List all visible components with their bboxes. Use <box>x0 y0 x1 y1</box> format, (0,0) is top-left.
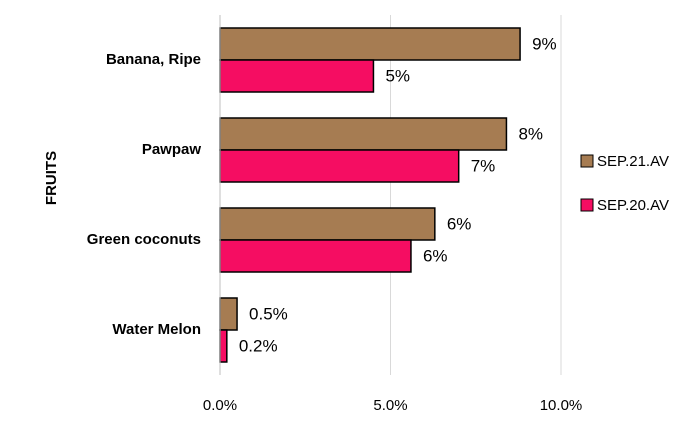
category-label: Green coconuts <box>87 231 201 248</box>
bar-sep-20-av <box>219 239 412 273</box>
data-label: 5% <box>385 66 410 85</box>
data-label: 7% <box>471 156 496 175</box>
data-labels: 9% 5% 8% 7% 6% 6% 0.5% 0.2% <box>239 34 557 355</box>
category-label: Banana, Ripe <box>106 51 201 68</box>
bars <box>219 27 521 363</box>
category-label: Pawpaw <box>142 141 202 158</box>
category-labels: Banana, Ripe Pawpaw Green coconuts Water Me… <box>87 51 202 338</box>
data-label: 8% <box>518 124 543 143</box>
category-label: Water Melon <box>112 321 201 338</box>
gridlines <box>390 15 562 375</box>
bar-sep-21-av <box>219 117 508 151</box>
data-label: 6% <box>447 214 472 233</box>
legend: SEP.21.AV SEP.20.AV <box>580 153 669 214</box>
y-axis-title: FRUITS <box>43 151 60 205</box>
x-tick-labels: 0.0% 5.0% 10.0% <box>203 397 582 414</box>
bar-sep-20-av <box>219 149 460 183</box>
x-tick-label: 5.0% <box>373 397 407 414</box>
bar-sep-20-av <box>219 329 228 363</box>
legend-swatch <box>580 154 594 168</box>
data-label: 6% <box>423 246 448 265</box>
bar-sep-21-av <box>219 297 238 331</box>
legend-label: SEP.20.AV <box>597 197 669 214</box>
bar-sep-20-av <box>219 59 375 93</box>
legend-swatch <box>580 198 594 212</box>
data-label: 0.2% <box>239 336 278 355</box>
bar-sep-21-av <box>219 207 436 241</box>
bar-sep-21-av <box>219 27 521 61</box>
x-tick-label: 10.0% <box>540 397 583 414</box>
x-tick-label: 0.0% <box>203 397 237 414</box>
legend-label: SEP.21.AV <box>597 153 669 170</box>
data-label: 0.5% <box>249 304 288 323</box>
data-label: 9% <box>532 34 557 53</box>
